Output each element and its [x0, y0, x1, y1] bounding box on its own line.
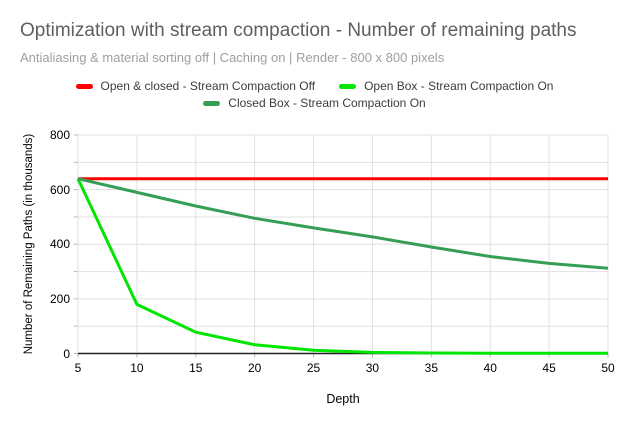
x-tick-label: 45 — [542, 360, 556, 375]
x-tick-label: 15 — [189, 360, 203, 375]
legend-swatch-bright-green — [339, 83, 357, 89]
legend-row-1: Open & closed - Stream Compaction Off Op… — [75, 79, 553, 93]
x-tick-label: 35 — [424, 360, 438, 375]
series-line — [76, 178, 608, 355]
legend-item-stream-compaction-off: Open & closed - Stream Compaction Off — [75, 79, 316, 93]
x-tick-label: 10 — [130, 360, 144, 375]
y-tick-label: 800 — [49, 128, 70, 142]
x-tick-label: 30 — [365, 360, 380, 375]
x-tick-label: 20 — [247, 360, 262, 375]
legend-label: Open & closed - Stream Compaction Off — [100, 79, 316, 93]
y-axis-title: Number of Remaining Paths (in thousands) — [23, 133, 35, 355]
legend-swatch-red — [75, 83, 93, 89]
y-tick-label: 0 — [63, 346, 70, 361]
series-line — [77, 177, 609, 270]
legend: Open & closed - Stream Compaction Off Op… — [0, 79, 629, 110]
x-tick-label: 5 — [74, 360, 82, 375]
chart-subtitle: Antialiasing & material sorting off | Ca… — [20, 50, 445, 65]
y-tick-label: 200 — [49, 291, 70, 306]
x-tick-label: 50 — [601, 360, 615, 375]
y-tick-label: 600 — [49, 182, 70, 197]
legend-label: Closed Box - Stream Compaction On — [228, 96, 426, 110]
x-axis-title: Depth — [326, 392, 360, 406]
legend-item-open-box: Open Box - Stream Compaction On — [339, 79, 553, 93]
x-tick-label: 40 — [483, 360, 497, 375]
legend-label: Open Box - Stream Compaction On — [364, 79, 554, 93]
legend-item-closed-box: Closed Box - Stream Compaction On — [203, 96, 426, 110]
chart-title: Optimization with stream compaction - Nu… — [20, 20, 577, 41]
x-tick-label: 25 — [306, 360, 321, 375]
legend-swatch-dark-green — [203, 100, 221, 106]
y-tick-label: 400 — [49, 237, 70, 252]
legend-row-2: Closed Box - Stream Compaction On — [203, 96, 426, 110]
